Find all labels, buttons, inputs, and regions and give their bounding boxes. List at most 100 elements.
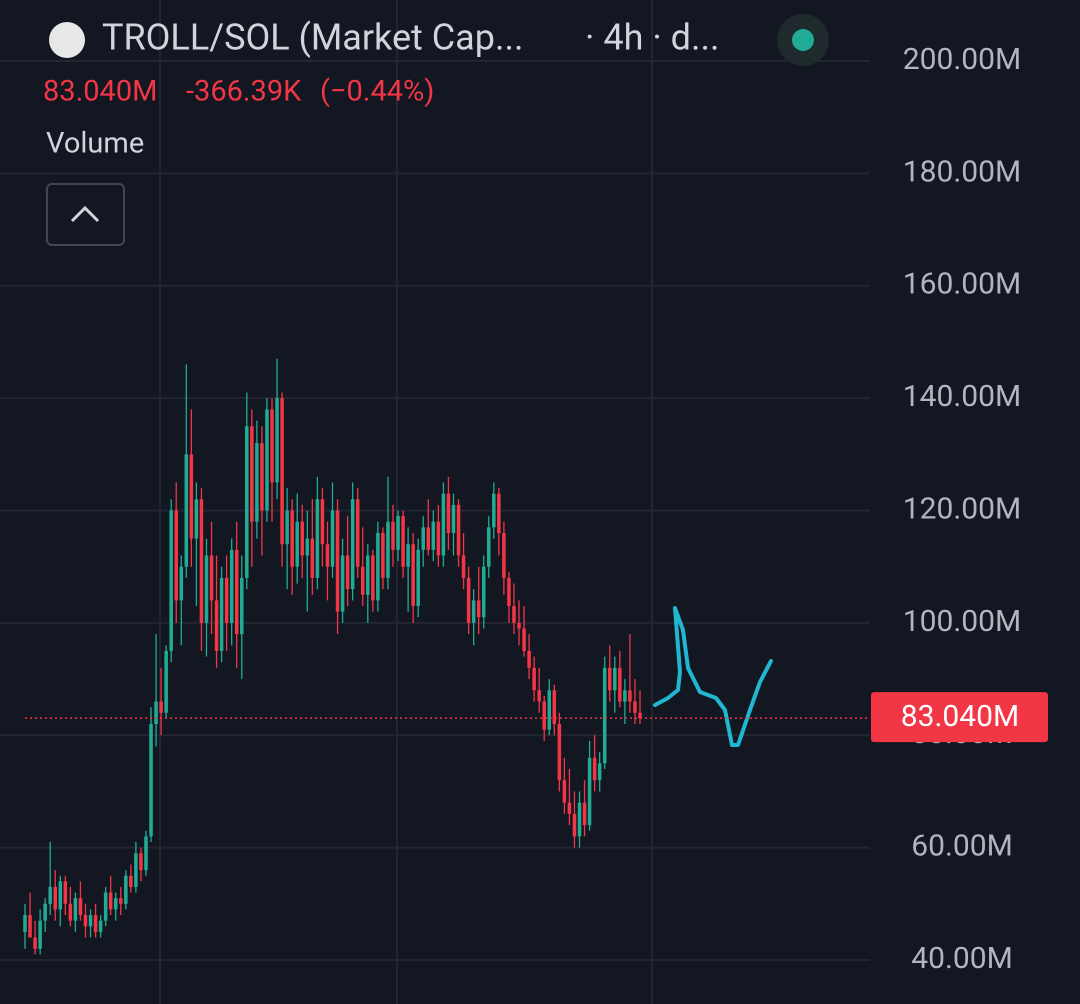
- candle-body: [623, 690, 627, 702]
- collapse-button[interactable]: [46, 183, 125, 246]
- candle-body: [229, 549, 234, 623]
- candle-body: [103, 892, 108, 921]
- candle-body: [355, 499, 360, 567]
- candle-body: [391, 521, 395, 550]
- candle-body: [108, 892, 113, 910]
- candle-body: [300, 521, 305, 556]
- candle-body: [567, 802, 572, 814]
- candle-body: [255, 443, 259, 522]
- y-tick-label: 120.00M: [903, 491, 1021, 526]
- hand-drawn-annotation: [653, 606, 773, 747]
- candle-body: [542, 701, 546, 730]
- candle-body: [401, 516, 405, 567]
- candle-body: [426, 527, 431, 550]
- candle-body: [234, 549, 239, 635]
- candle-body: [411, 544, 415, 607]
- candle-body: [174, 510, 178, 601]
- candle-body: [456, 504, 461, 556]
- candle-body: [532, 667, 536, 691]
- candle-body: [38, 920, 42, 949]
- candle-body: [199, 499, 204, 623]
- candle-body: [502, 532, 506, 578]
- candle-body: [451, 504, 456, 533]
- candle-body: [406, 544, 410, 567]
- candle-body: [73, 898, 78, 921]
- candle-body: [139, 853, 143, 871]
- candle-body: [209, 555, 214, 601]
- token-icon: [49, 22, 85, 58]
- candle-body: [613, 667, 617, 691]
- vertical-grid: [159, 0, 653, 1004]
- candle-body: [149, 724, 153, 837]
- candle-body: [325, 544, 330, 567]
- candle-body: [169, 510, 173, 651]
- candle-body: [547, 690, 552, 730]
- candle-body: [582, 802, 587, 826]
- candle-body: [492, 493, 496, 528]
- candle-body: [113, 898, 118, 910]
- candle-body: [124, 875, 128, 904]
- candle-body: [88, 915, 93, 927]
- candle-body: [607, 667, 612, 691]
- candle-body: [597, 763, 602, 781]
- candle-body: [275, 398, 279, 483]
- candle-body: [204, 555, 209, 623]
- candles: [23, 358, 642, 955]
- candle-body: [189, 454, 194, 539]
- candle-body: [214, 600, 219, 651]
- candle-body: [618, 667, 622, 702]
- candle-body: [512, 606, 516, 623]
- candle-body: [587, 757, 592, 826]
- candle-body: [360, 566, 365, 595]
- candle-body: [164, 650, 168, 713]
- candle-body: [295, 521, 299, 567]
- candle-body: [93, 915, 98, 932]
- last-price-label: 83.040M: [901, 699, 1019, 734]
- y-tick-label: 60.00M: [911, 829, 1013, 864]
- candle-body: [592, 757, 597, 781]
- grid: [0, 60, 870, 961]
- candle-body: [144, 836, 148, 871]
- candle-body: [461, 555, 466, 578]
- candle-body: [441, 493, 446, 556]
- candle-body: [194, 499, 199, 539]
- candle-body: [628, 690, 632, 702]
- candle-body: [366, 555, 370, 595]
- candle-body: [184, 454, 189, 567]
- candle-body: [53, 886, 58, 910]
- candle-body: [63, 881, 68, 904]
- candle-body: [537, 690, 541, 702]
- candle-body: [23, 915, 27, 932]
- candle-body: [476, 600, 481, 618]
- candle-body: [58, 881, 63, 910]
- change: -366.39K: [186, 75, 302, 109]
- chart-subtitle: · 4h · d...: [585, 17, 719, 59]
- candle-body: [330, 510, 335, 567]
- candle-body: [83, 915, 88, 927]
- change-pct: (−0.44%): [320, 75, 434, 109]
- candle-body: [48, 886, 52, 904]
- candle-body: [245, 426, 249, 578]
- candle-body: [527, 650, 531, 668]
- candle-body: [517, 622, 521, 629]
- candle-body: [371, 555, 375, 601]
- candle-body: [552, 690, 557, 725]
- candle-body: [557, 724, 562, 781]
- candle-body: [28, 915, 32, 938]
- candle-body: [224, 577, 229, 623]
- candle-body: [345, 555, 350, 590]
- candle-body: [320, 499, 325, 545]
- candle-body: [421, 527, 426, 550]
- candle-body: [270, 409, 274, 483]
- candle-body: [376, 532, 380, 601]
- y-tick-label: 160.00M: [903, 267, 1021, 302]
- candle-body: [119, 898, 123, 904]
- price: 83.040M: [43, 75, 157, 109]
- last-price-box: [871, 692, 1048, 743]
- candle-body: [431, 521, 436, 550]
- candle-body: [577, 802, 582, 837]
- candle-body: [381, 532, 385, 578]
- candle-body: [265, 409, 269, 511]
